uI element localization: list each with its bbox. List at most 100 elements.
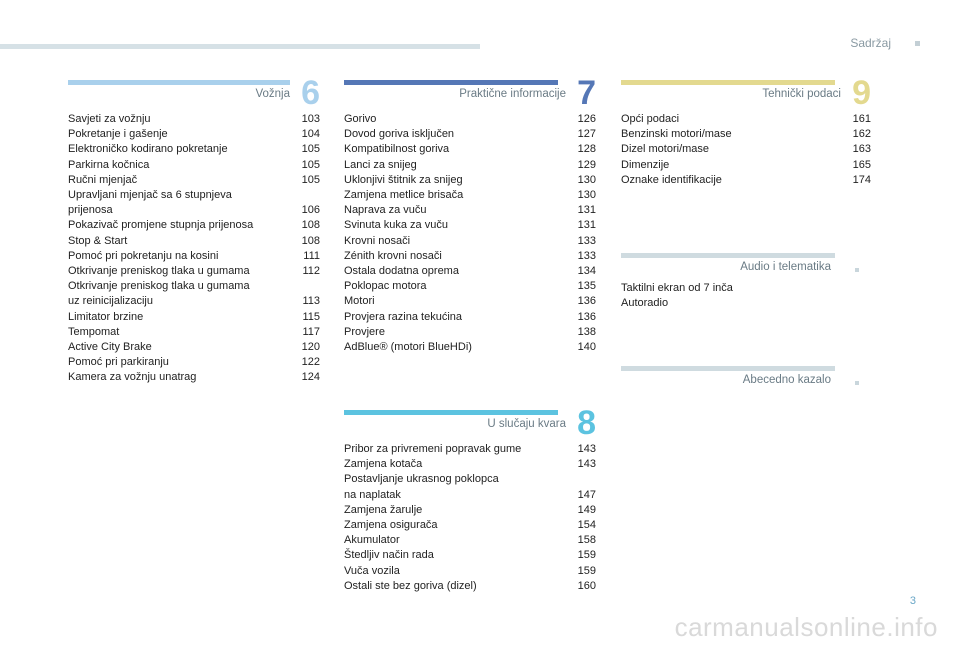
toc-entry[interactable]: Limitator brzine 115: [68, 310, 320, 325]
toc-entry[interactable]: Svinuta kuka za vuču 131: [344, 218, 596, 233]
toc-entry-label: Motori: [344, 295, 375, 308]
toc-entry[interactable]: Pomoć pri pokretanju na kosini 111: [68, 249, 320, 264]
toc-entry[interactable]: Dizel motori/mase 163: [621, 142, 871, 157]
toc-entry[interactable]: Pokazivač promjene stupnja prijenosa 108: [68, 218, 320, 233]
section-title[interactable]: Audio i telematika: [740, 261, 831, 273]
toc-entry[interactable]: Autoradio: [621, 296, 835, 311]
toc-entry[interactable]: Ručni mjenjač 105: [68, 173, 320, 188]
section-title[interactable]: Praktične informacije: [459, 88, 566, 100]
toc-entry-page: 136: [577, 310, 596, 323]
toc-entry[interactable]: Postavljanje ukrasnog poklopca na naplat…: [344, 472, 596, 502]
section-title[interactable]: Tehnički podaci: [762, 88, 841, 100]
toc-entry-label: Elektroničko kodirano pokretanje: [68, 143, 228, 156]
toc-list: Opći podaci 161 Benzinski motori/mase 162 Di…: [621, 112, 871, 188]
toc-entry-label: Otkrivanje preniskog tlaka u gumama: [68, 265, 250, 278]
toc-entry-page: 161: [852, 113, 871, 125]
toc-entry[interactable]: Ostala dodatna oprema 134: [344, 264, 596, 279]
toc-entry-page: 131: [577, 204, 596, 217]
toc-entry[interactable]: Taktilni ekran od 7 inča: [621, 281, 835, 296]
toc-entry-label: Pomoć pri pokretanju na kosini: [68, 249, 219, 262]
toc-entry-label: Gorivo: [344, 113, 377, 125]
toc-entry[interactable]: Elektroničko kodirano pokretanje 105: [68, 142, 320, 157]
toc-entry[interactable]: Oznake identifikacije 174: [621, 173, 871, 188]
toc-entry-label: Dimenzije: [621, 158, 670, 171]
toc-entry[interactable]: Zénith krovni nosači 133: [344, 249, 596, 264]
toc-entry-label: Otkrivanje preniskog tlaka u gumama uz r…: [68, 280, 250, 308]
toc-entry[interactable]: Poklopac motora 135: [344, 279, 596, 294]
toc-entry-label: AdBlue® (motori BlueHDi): [344, 341, 472, 354]
contents-label: Sadržaj: [850, 36, 891, 50]
toc-entry[interactable]: Dovod goriva isključen 127: [344, 127, 596, 142]
toc-entry[interactable]: Pomoć pri parkiranju 122: [68, 355, 320, 370]
toc-entry[interactable]: Kompatibilnost goriva 128: [344, 142, 596, 157]
section-bar: [621, 80, 835, 85]
toc-entry-label: Pomoć pri parkiranju: [68, 356, 169, 369]
section-title[interactable]: Vožnja: [255, 88, 290, 100]
toc-entry[interactable]: Otkrivanje preniskog tlaka u gumama uz r…: [68, 279, 320, 309]
toc-entry[interactable]: Zamjena metlice brisača 130: [344, 188, 596, 203]
toc-entry[interactable]: Opći podaci 161: [621, 112, 871, 127]
toc-entry[interactable]: Zamjena žarulje 149: [344, 503, 596, 518]
toc-entry-label: Upravljani mjenjač sa 6 stupnjeva prijen…: [68, 189, 232, 217]
toc-entry[interactable]: Lanci za snijeg 129: [344, 158, 596, 173]
toc-entry[interactable]: Pribor za privremeni popravak gume 143: [344, 442, 596, 457]
section-u-slucaju-kvara: U slučaju kvara 8 Pribor za privremeni p…: [344, 406, 596, 600]
toc-entry-page: 108: [301, 234, 320, 247]
toc-entry[interactable]: Krovni nosači 133: [344, 234, 596, 249]
toc-list: Gorivo 126 Dovod goriva isključen 127 Kompat…: [344, 112, 596, 355]
toc-entry-page: 160: [577, 579, 596, 592]
toc-entry[interactable]: Parkirna kočnica 105: [68, 158, 320, 173]
toc-entry-label: Savjeti za vožnju: [68, 113, 151, 125]
toc-entry[interactable]: Stop & Start 108: [68, 234, 320, 249]
toc-entry-page: 122: [301, 356, 320, 369]
toc-entry[interactable]: Provjere 138: [344, 325, 596, 340]
section-title[interactable]: U slučaju kvara: [487, 418, 566, 430]
toc-entry[interactable]: Uklonjivi štitnik za snijeg 130: [344, 173, 596, 188]
section-number: 6: [301, 74, 320, 112]
toc-entry[interactable]: Pokretanje i gašenje 104: [68, 127, 320, 142]
toc-entry-label: Stop & Start: [68, 234, 128, 247]
toc-entry[interactable]: Zamjena kotača 143: [344, 457, 596, 472]
toc-entry[interactable]: Ostali ste bez goriva (dizel) 160: [344, 579, 596, 594]
toc-entry[interactable]: Active City Brake 120: [68, 340, 320, 355]
toc-entry[interactable]: Provjera razina tekućina 136: [344, 310, 596, 325]
toc-entry-page: 113: [302, 295, 320, 308]
toc-entry-label: Active City Brake: [68, 341, 152, 354]
toc-entry[interactable]: Akumulator 158: [344, 533, 596, 548]
section-title[interactable]: Abecedno kazalo: [742, 374, 831, 386]
audio-square-icon: [855, 268, 859, 272]
toc-entry[interactable]: Kamera za vožnju unatrag 124: [68, 370, 320, 385]
toc-entry-label: Zamjena kotača: [344, 458, 423, 471]
toc-entry-page: 158: [577, 534, 596, 547]
toc-entry-page: 143: [577, 443, 596, 455]
toc-entry[interactable]: Upravljani mjenjač sa 6 stupnjeva prijen…: [68, 188, 320, 218]
toc-entry-label: Zamjena metlice brisača: [344, 189, 464, 202]
toc-entry-label: Svinuta kuka za vuču: [344, 219, 448, 232]
toc-entry-label: Provjere: [344, 325, 385, 338]
toc-entry[interactable]: Gorivo 126: [344, 112, 596, 127]
toc-entry[interactable]: Štedljiv način rada 159: [344, 548, 596, 563]
toc-entry[interactable]: AdBlue® (motori BlueHDi) 140: [344, 340, 596, 355]
toc-entry-page: 130: [577, 189, 596, 202]
toc-entry-label: Oznake identifikacije: [621, 173, 722, 186]
top-accent-bar: [0, 44, 480, 49]
toc-entry-label: Limitator brzine: [68, 310, 144, 323]
toc-entry[interactable]: Benzinski motori/mase 162: [621, 127, 871, 142]
toc-entry[interactable]: Dimenzije 165: [621, 158, 871, 173]
toc-entry-page: 126: [577, 113, 596, 125]
toc-entry-label: Parkirna kočnica: [68, 158, 150, 171]
toc-entry-label: Lanci za snijeg: [344, 158, 417, 171]
toc-entry-page: 115: [302, 310, 320, 323]
section-number: 7: [577, 74, 596, 112]
toc-entry[interactable]: Tempomat 117: [68, 325, 320, 340]
toc-entry-page: 174: [852, 173, 871, 186]
header-contents-link[interactable]: Sadržaj: [850, 36, 920, 50]
toc-entry[interactable]: Naprava za vuču 131: [344, 203, 596, 218]
toc-entry-page: 117: [302, 325, 320, 338]
toc-entry-label: Opći podaci: [621, 113, 680, 125]
toc-entry[interactable]: Vuča vozila 159: [344, 564, 596, 579]
toc-entry[interactable]: Motori 136: [344, 294, 596, 309]
toc-entry[interactable]: Savjeti za vožnju 103: [68, 112, 320, 127]
toc-entry[interactable]: Otkrivanje preniskog tlaka u gumama 112: [68, 264, 320, 279]
toc-entry[interactable]: Zamjena osigurača 154: [344, 518, 596, 533]
